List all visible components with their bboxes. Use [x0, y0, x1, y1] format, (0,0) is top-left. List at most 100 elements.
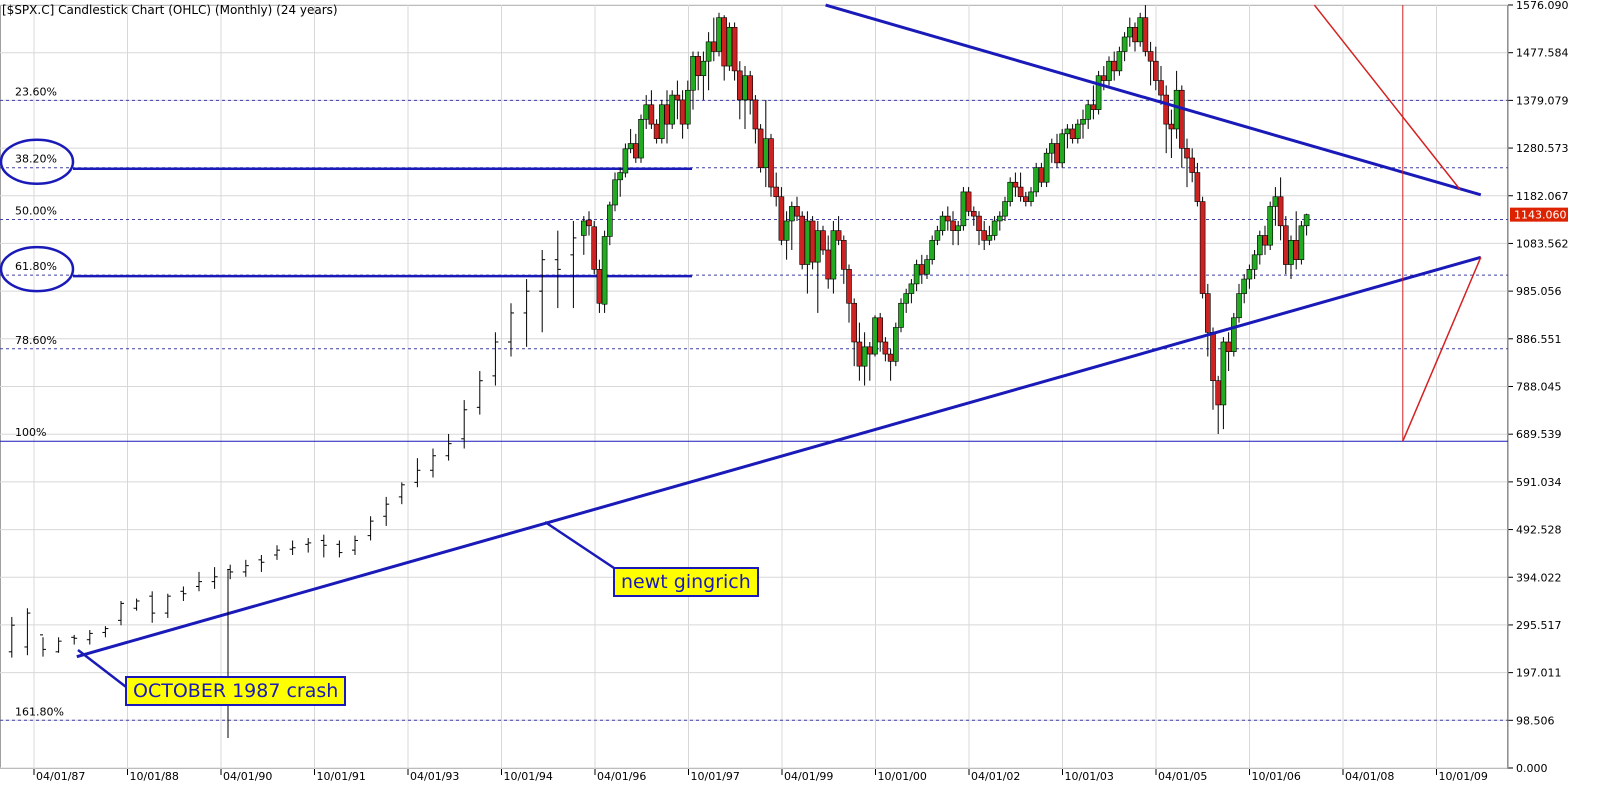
trendline-ascending-support	[76, 255, 1482, 659]
y-tick-label: 591.034	[1516, 476, 1562, 489]
candle-body-up	[726, 27, 733, 67]
candle-body-down	[1022, 196, 1029, 202]
candle-body-down	[887, 353, 894, 362]
candle-body-up	[1028, 191, 1034, 202]
candle-body-down	[653, 123, 660, 139]
chart-title: [$SPX.C] Candlestick Chart (OHLC) (Month…	[2, 3, 338, 17]
candle-body-up	[762, 138, 769, 169]
candle-body-down	[1199, 201, 1206, 294]
y-tick-label: 197.011	[1516, 667, 1562, 680]
candle-body-down	[1012, 181, 1019, 188]
candle-body-up	[960, 191, 967, 227]
annotation-newt-gingrich: newt gingrich	[613, 567, 759, 597]
candle-body-up	[892, 327, 899, 362]
candle-body-down	[1225, 341, 1232, 352]
candle-body-up	[1220, 341, 1227, 406]
candle-body-up	[1033, 167, 1039, 193]
candle-body-down	[674, 94, 681, 101]
candle-body-down	[1069, 128, 1076, 139]
candle-body-up	[1246, 269, 1253, 280]
candle-body-up	[929, 240, 936, 260]
y-tick-label: 689.539	[1516, 428, 1562, 441]
candle-body-down	[1168, 123, 1175, 130]
candle-body-down	[768, 138, 774, 188]
candle-body-up	[939, 215, 946, 231]
pointer-line-gingrich	[544, 520, 615, 570]
candle-body-up	[705, 41, 712, 62]
x-tick-label: 10/01/97	[691, 770, 740, 782]
candle-body-up	[903, 293, 910, 304]
y-tick-label: 1280.573	[1516, 142, 1569, 155]
candle-body-up	[955, 225, 962, 231]
candle-body-up	[1272, 196, 1279, 207]
x-tick-label: 04/01/02	[971, 770, 1020, 782]
fib-level-label: 161.80%	[15, 705, 64, 718]
candle-body-down	[825, 249, 832, 280]
candle-body-down	[877, 317, 884, 343]
candle-body-down	[1038, 167, 1045, 183]
candle-body-up	[1121, 36, 1128, 52]
y-tick-label: 1379.079	[1516, 94, 1569, 107]
candle-body-up	[742, 75, 748, 101]
candle-body-down	[918, 264, 925, 275]
candle-body-down	[731, 27, 738, 72]
x-tick-label: 04/01/87	[36, 770, 85, 782]
candle-body-up	[804, 220, 811, 265]
candle-body-up	[1080, 118, 1086, 125]
candle-body-down	[846, 269, 852, 304]
circled-level-ellipse	[0, 245, 75, 293]
candle-body-down	[632, 143, 639, 159]
candle-body-down	[648, 104, 655, 125]
candle-body-up	[1049, 143, 1055, 154]
candle-body-up	[1137, 17, 1143, 43]
candle-body-down	[664, 104, 670, 125]
candle-body-down	[1101, 75, 1107, 81]
x-tick-label: 04/01/96	[597, 770, 646, 782]
candle-body-down	[1179, 89, 1185, 149]
candle-body-down	[799, 215, 806, 265]
candle-body-up	[1241, 278, 1247, 294]
candle-body-up	[1106, 60, 1112, 81]
candle-body-down	[757, 128, 764, 169]
candle-body-down	[820, 230, 826, 251]
candle-body-down	[591, 226, 598, 270]
candle-body-up	[913, 264, 920, 285]
candle-body-up	[622, 148, 629, 174]
candle-body-down	[882, 341, 889, 355]
candle-body-up	[716, 17, 722, 52]
candle-body-down	[710, 41, 717, 52]
x-tick-label: 04/01/08	[1345, 770, 1394, 782]
y-tick-label: 1083.562	[1516, 237, 1569, 250]
candle-body-up	[690, 56, 696, 91]
candle-body-up	[934, 230, 941, 241]
candle-body-down	[950, 220, 956, 231]
candle-body-up	[814, 230, 821, 263]
x-tick-label: 10/01/09	[1439, 770, 1488, 782]
candle-body-up	[1064, 128, 1071, 135]
candle-body-up	[783, 220, 790, 241]
candle-body-up	[606, 204, 613, 237]
y-tick-label: 1576.090	[1516, 0, 1569, 12]
last-price-label: 1143.060	[1514, 209, 1567, 222]
candle-body-down	[1142, 17, 1149, 52]
trendline-red-triangle-bottom	[1402, 256, 1482, 442]
y-tick-label: 985.056	[1516, 285, 1562, 298]
candle-body-up	[627, 143, 634, 150]
candle-body-down	[1293, 240, 1299, 260]
last-price-badge	[1510, 207, 1568, 222]
candle-body-up	[1127, 27, 1133, 38]
candle-body-down	[835, 230, 842, 241]
candle-body-up	[617, 172, 624, 181]
candle-body-down	[944, 215, 951, 222]
candle-body-up	[924, 259, 930, 275]
candle-body-down	[596, 269, 603, 304]
fib-level-label: 50.00%	[15, 205, 57, 218]
candle-body-up	[908, 283, 915, 294]
candle-body-up	[658, 104, 665, 139]
candle-body-down	[1194, 172, 1201, 202]
fib-level-label: 78.60%	[15, 334, 57, 347]
candle-body-down	[1210, 332, 1216, 382]
candle-body-down	[1163, 94, 1169, 125]
candle-body-down	[1277, 196, 1284, 227]
